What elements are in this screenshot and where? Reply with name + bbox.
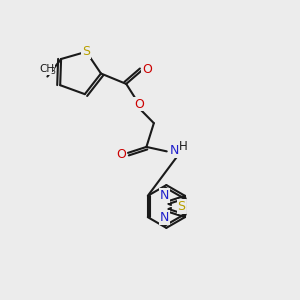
Text: O: O (116, 148, 126, 161)
Text: H: H (179, 140, 188, 153)
Text: N: N (160, 189, 169, 202)
Text: O: O (142, 62, 152, 76)
Text: 3: 3 (51, 67, 56, 76)
Text: CH: CH (40, 64, 55, 74)
Text: N: N (170, 144, 179, 157)
Text: N: N (160, 211, 169, 224)
Text: O: O (134, 98, 144, 111)
Text: S: S (82, 45, 90, 58)
Text: S: S (178, 200, 185, 213)
